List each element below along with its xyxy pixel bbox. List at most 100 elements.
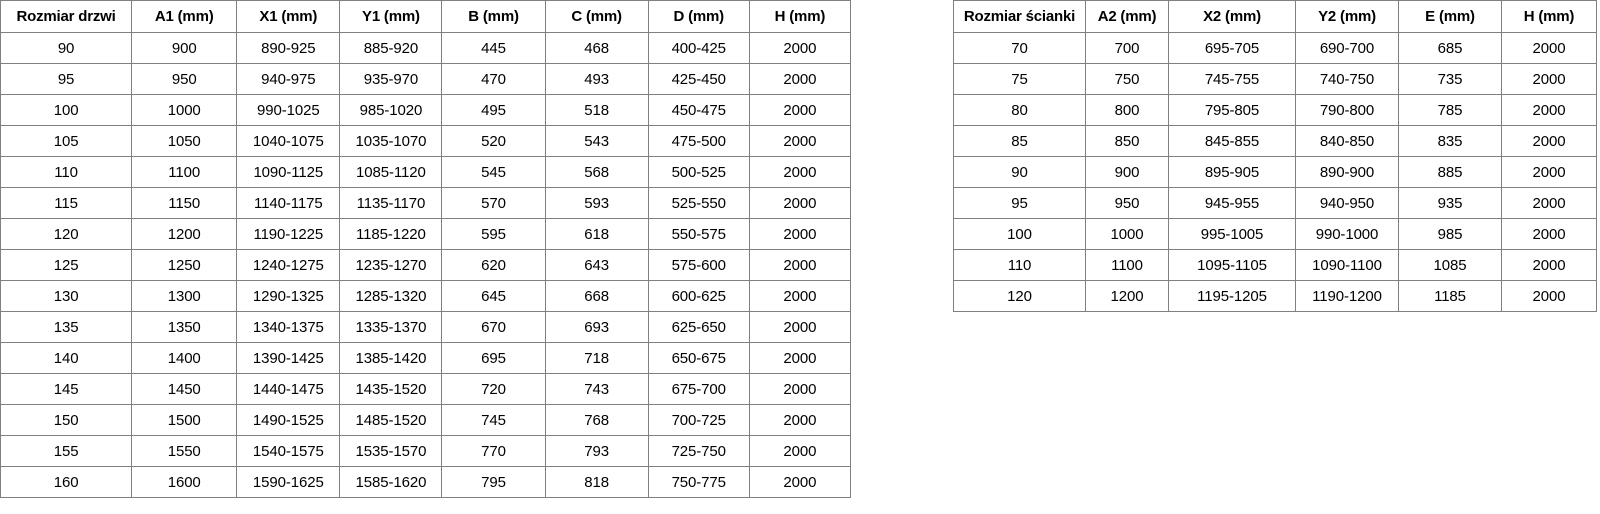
- table-row: 155 1550 1540-1575 1535-1570 770 793 725-750 20…: [0, 435, 852, 467]
- panel-cell: 945-955: [1168, 187, 1296, 219]
- door-cell: 793: [544, 435, 649, 467]
- door-cell: 518: [544, 94, 649, 126]
- panel-cell: 100: [953, 218, 1086, 250]
- door-column-header: A1 (mm): [131, 0, 238, 33]
- panel-cell: 895-905: [1168, 156, 1296, 188]
- panel-cell: 990-1000: [1295, 218, 1399, 250]
- table-row: 110 1100 1090-1125 1085-1120 545 568 500-525 20…: [0, 156, 852, 188]
- door-cell: 950: [131, 63, 238, 95]
- panel-cell: 845-855: [1168, 125, 1296, 157]
- door-cell: 1450: [131, 373, 238, 405]
- panel-column-header: Y2 (mm): [1295, 0, 1399, 33]
- door-cell: 100: [0, 94, 133, 126]
- door-cell: 520: [441, 125, 546, 157]
- door-cell: 1240-1275: [236, 249, 341, 281]
- panel-cell: 685: [1398, 32, 1502, 64]
- door-column-header: C (mm): [544, 0, 649, 33]
- panel-cell: 1185: [1398, 280, 1502, 312]
- panel-cell: 795-805: [1168, 94, 1296, 126]
- door-cell: 2000: [748, 187, 852, 219]
- panel-cell: 800: [1085, 94, 1169, 126]
- door-cell: 160: [0, 466, 133, 498]
- door-cell: 1135-1170: [339, 187, 443, 219]
- door-cell: 2000: [748, 125, 852, 157]
- panel-cell: 785: [1398, 94, 1502, 126]
- door-cell: 575-600: [647, 249, 750, 281]
- panel-cell: 1090-1100: [1295, 249, 1399, 281]
- door-cell: 1335-1370: [339, 311, 443, 343]
- door-cell: 1540-1575: [236, 435, 341, 467]
- door-cell: 1150: [131, 187, 238, 219]
- door-cell: 400-425: [647, 32, 750, 64]
- panel-cell: 1195-1205: [1168, 280, 1296, 312]
- door-cell: 625-650: [647, 311, 750, 343]
- door-cell: 1040-1075: [236, 125, 341, 157]
- door-cell: 2000: [748, 32, 852, 64]
- door-cell: 1390-1425: [236, 342, 341, 374]
- panel-cell: 1000: [1085, 218, 1169, 250]
- door-cell: 120: [0, 218, 133, 250]
- table-row: 145 1450 1440-1475 1435-1520 720 743 675-700 20…: [0, 373, 852, 405]
- door-cell: 525-550: [647, 187, 750, 219]
- door-cell: 725-750: [647, 435, 750, 467]
- table-row: 80 800 795-805 790-800 785 2000: [953, 94, 1597, 126]
- panel-cell: 750: [1085, 63, 1169, 95]
- door-cell: 1400: [131, 342, 238, 374]
- door-cell: 1500: [131, 404, 238, 436]
- panel-cell: 80: [953, 94, 1086, 126]
- door-cell: 1550: [131, 435, 238, 467]
- door-cell: 2000: [748, 63, 852, 95]
- door-cell: 645: [441, 280, 546, 312]
- door-column-header: Rozmiar drzwi: [0, 0, 133, 33]
- door-cell: 2000: [748, 373, 852, 405]
- table-row: 150 1500 1490-1525 1485-1520 745 768 700-725 20…: [0, 404, 852, 436]
- panel-cell: 700: [1085, 32, 1169, 64]
- table-row: 95 950 945-955 940-950 935 2000: [953, 187, 1597, 219]
- door-cell: 2000: [748, 249, 852, 281]
- panel-cell: 935: [1398, 187, 1502, 219]
- panel-cell: 2000: [1501, 125, 1597, 157]
- panel-cell: 2000: [1501, 94, 1597, 126]
- door-cell: 568: [544, 156, 649, 188]
- door-cell: 990-1025: [236, 94, 341, 126]
- door-cell: 593: [544, 187, 649, 219]
- door-cell: 1535-1570: [339, 435, 443, 467]
- door-cell: 940-975: [236, 63, 341, 95]
- door-cell: 750-775: [647, 466, 750, 498]
- door-column-header: B (mm): [441, 0, 546, 33]
- panel-cell: 985: [1398, 218, 1502, 250]
- table-row: 130 1300 1290-1325 1285-1320 645 668 600-625 20…: [0, 280, 852, 312]
- door-cell: 650-675: [647, 342, 750, 374]
- door-cell: 543: [544, 125, 649, 157]
- door-cell: 1285-1320: [339, 280, 443, 312]
- door-cell: 1435-1520: [339, 373, 443, 405]
- door-column-header: D (mm): [647, 0, 750, 33]
- table-row: 140 1400 1390-1425 1385-1420 695 718 650-675 20…: [0, 342, 852, 374]
- table-row: 100 1000 995-1005 990-1000 985 2000: [953, 218, 1597, 250]
- panel-cell: 695-705: [1168, 32, 1296, 64]
- door-cell: 1300: [131, 280, 238, 312]
- door-dimensions-table-container: Rozmiar drzwi A1 (mm) X1 (mm) Y1 (mm) B (mm)…: [0, 0, 852, 498]
- door-cell: 1600: [131, 466, 238, 498]
- door-cell: 900: [131, 32, 238, 64]
- panel-cell: 885: [1398, 156, 1502, 188]
- panel-cell: 840-850: [1295, 125, 1399, 157]
- door-cell: 890-925: [236, 32, 341, 64]
- door-cell: 500-525: [647, 156, 750, 188]
- door-cell: 493: [544, 63, 649, 95]
- door-cell: 743: [544, 373, 649, 405]
- door-cell: 570: [441, 187, 546, 219]
- door-cell: 545: [441, 156, 546, 188]
- door-cell: 1035-1070: [339, 125, 443, 157]
- door-cell: 935-970: [339, 63, 443, 95]
- door-cell: 1090-1125: [236, 156, 341, 188]
- table-row: 70 700 695-705 690-700 685 2000: [953, 32, 1597, 64]
- door-cell: 1485-1520: [339, 404, 443, 436]
- door-cell: 693: [544, 311, 649, 343]
- door-cell: 2000: [748, 311, 852, 343]
- door-cell: 445: [441, 32, 546, 64]
- panel-cell: 2000: [1501, 63, 1597, 95]
- door-cell: 2000: [748, 466, 852, 498]
- door-cell: 550-575: [647, 218, 750, 250]
- door-cell: 155: [0, 435, 133, 467]
